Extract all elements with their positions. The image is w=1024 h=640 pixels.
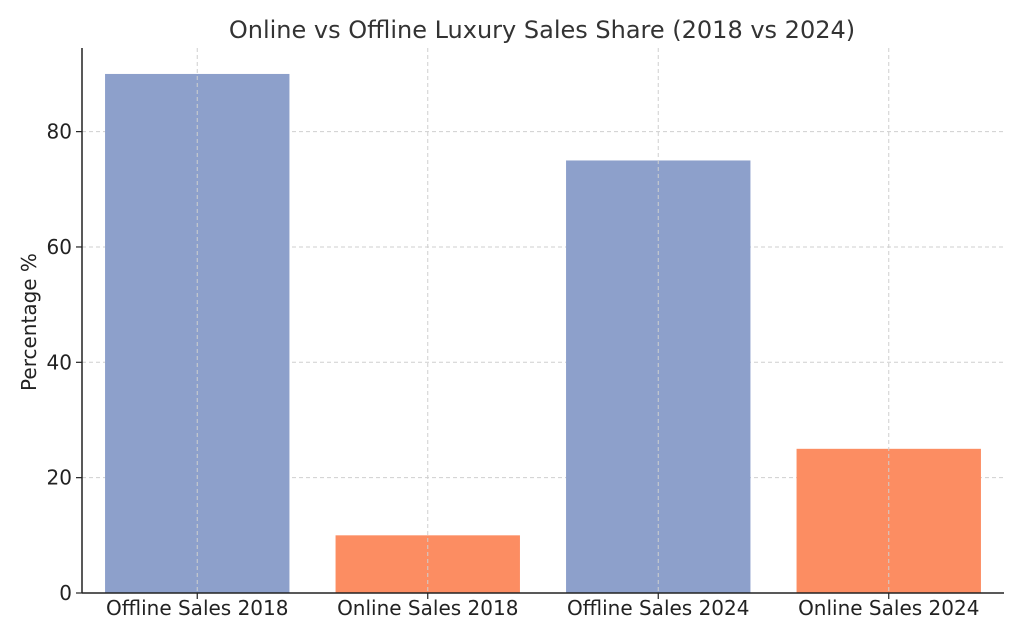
x-tick-label-3: Online Sales 2024: [798, 596, 979, 620]
y-tick-label-4: 80: [47, 120, 72, 144]
bar-0: [105, 73, 290, 593]
y-tick-label-2: 40: [47, 350, 72, 374]
x-axis-ticks: Offline Sales 2018 Online Sales 2018 Offli…: [106, 593, 979, 620]
y-axis-label: Percentage %: [17, 253, 41, 391]
axes: [81, 48, 1004, 594]
y-tick-label-0: 0: [59, 581, 72, 605]
bars: [105, 73, 981, 593]
y-tick-label-3: 60: [47, 235, 72, 259]
x-tick-label-1: Online Sales 2018: [337, 596, 518, 620]
bar-1: [335, 535, 520, 593]
chart-title: Online vs Offline Luxury Sales Share (20…: [229, 16, 855, 44]
y-tick-label-1: 20: [47, 466, 72, 490]
x-tick-label-2: Offline Sales 2024: [567, 596, 749, 620]
y-axis-ticks: 0 20 40 60 80: [47, 120, 82, 605]
x-tick-label-0: Offline Sales 2018: [106, 596, 288, 620]
